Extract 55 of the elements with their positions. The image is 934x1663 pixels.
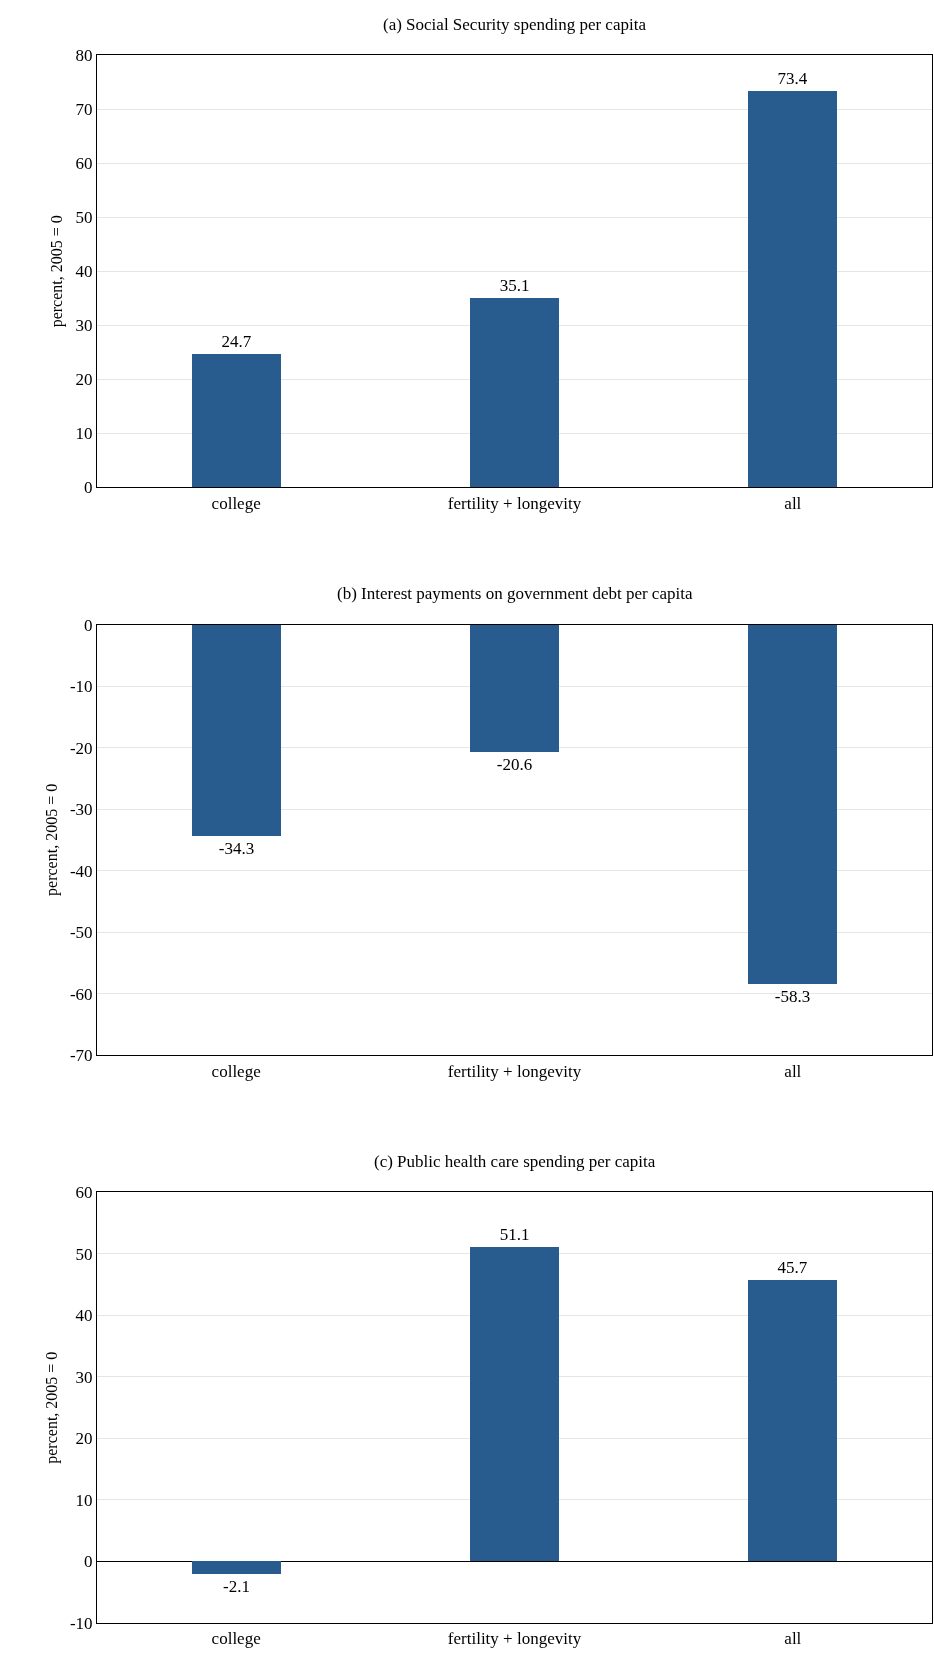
y-tick-label: -50 <box>69 923 93 943</box>
data-label: -58.3 <box>774 986 811 1006</box>
data-label: -20.6 <box>496 754 533 774</box>
y-tick-label: -70 <box>69 1046 93 1066</box>
y-tick-label: 0 <box>84 478 93 498</box>
data-label: -2.1 <box>223 1577 250 1597</box>
y-tick-label: -40 <box>69 861 93 881</box>
bar <box>192 354 281 488</box>
y-tick-label: 50 <box>75 208 93 228</box>
y-tick-label: 0 <box>84 615 93 635</box>
data-label: -34.3 <box>218 838 255 858</box>
x-tick-label: college <box>211 1061 261 1081</box>
y-tick-label: 50 <box>75 1244 93 1264</box>
y-tick-label: 10 <box>75 424 93 444</box>
y-tick-label: 20 <box>75 370 93 390</box>
y-tick-label: 60 <box>75 154 93 174</box>
y-tick-label: -20 <box>69 738 93 758</box>
y-tick-label: -10 <box>69 677 93 697</box>
bar <box>748 91 837 488</box>
y-tick-label: -30 <box>69 800 93 820</box>
y-tick-label: 0 <box>84 1552 93 1572</box>
bar <box>748 1280 837 1562</box>
y-axis-title: percent, 2005 = 0 <box>42 1351 61 1464</box>
x-tick-label: college <box>211 493 261 513</box>
y-axis-title: percent, 2005 = 0 <box>42 783 61 896</box>
data-label: 45.7 <box>777 1258 808 1278</box>
y-tick-label: 70 <box>75 100 93 120</box>
x-tick-label: fertility + longevity <box>447 1061 582 1081</box>
y-tick-label: 20 <box>75 1429 93 1449</box>
x-tick-label: fertility + longevity <box>447 493 582 513</box>
y-axis-title: percent, 2005 = 0 <box>48 215 67 328</box>
bar <box>192 1561 281 1575</box>
bar <box>470 298 559 488</box>
x-tick-label: all <box>784 1629 802 1649</box>
data-label: 51.1 <box>499 1225 530 1245</box>
y-tick-label: 30 <box>75 1367 93 1387</box>
y-tick-label: -10 <box>69 1613 93 1633</box>
x-tick-label: college <box>211 1629 261 1649</box>
y-tick-label: 10 <box>75 1490 93 1510</box>
y-tick-label: -60 <box>69 984 93 1004</box>
x-tick-label: all <box>784 1061 802 1081</box>
y-tick-label: 40 <box>75 1306 93 1326</box>
y-tick-label: 30 <box>75 316 93 336</box>
x-tick-label: fertility + longevity <box>447 1629 582 1649</box>
chart-title: (a) Social Security spending per capita <box>383 15 647 34</box>
data-label: 24.7 <box>221 332 252 352</box>
y-tick-label: 60 <box>75 1183 93 1203</box>
y-tick-label: 80 <box>75 46 93 66</box>
data-label: 73.4 <box>777 69 808 89</box>
y-tick-label: 40 <box>75 262 93 282</box>
data-label: 35.1 <box>499 276 530 296</box>
x-tick-label: all <box>784 493 802 513</box>
chart-title: (b) Interest payments on government debt per capita <box>337 584 693 603</box>
chart-title: (c) Public health care spending per capita <box>374 1152 656 1171</box>
bar <box>470 1247 559 1562</box>
